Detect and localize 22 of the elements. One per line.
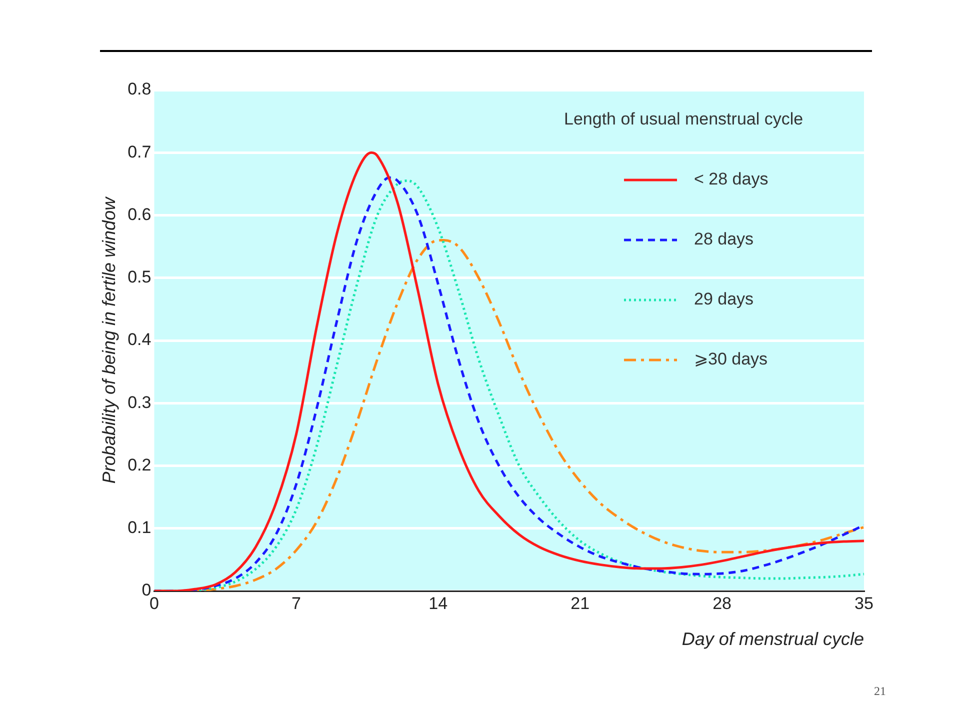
y-tick-label: 0.1 xyxy=(128,518,152,538)
y-axis-title: Probability of being in fertile window xyxy=(98,196,119,484)
x-tick-label: 35 xyxy=(854,594,874,613)
y-tick-label: 0.3 xyxy=(128,392,152,412)
x-tick-label: 7 xyxy=(291,594,301,613)
y-tick-label: 0 xyxy=(142,580,152,600)
x-tick-label: 28 xyxy=(712,594,732,613)
text: 21 xyxy=(874,684,886,699)
x-tick-label: 21 xyxy=(570,594,590,613)
y-tick-label: 0.4 xyxy=(128,330,152,350)
x-axis-title: Day of menstrual cycle xyxy=(682,629,864,650)
y-tick-label: 0.8 xyxy=(128,80,152,99)
legend-label: ⩾30 days xyxy=(694,350,768,369)
y-tick-label: 0.6 xyxy=(128,204,152,224)
y-tick-label: 0.2 xyxy=(128,455,152,474)
legend-label: < 28 days xyxy=(694,170,768,189)
y-tick-label: 0.5 xyxy=(128,268,152,287)
legend-title: Length of usual menstrual cycle xyxy=(564,110,804,129)
legend-label: 28 days xyxy=(694,230,754,249)
y-tick-label: 0.7 xyxy=(128,142,152,162)
legend-label: 29 days xyxy=(694,290,754,309)
x-tick-label: 14 xyxy=(428,594,448,613)
